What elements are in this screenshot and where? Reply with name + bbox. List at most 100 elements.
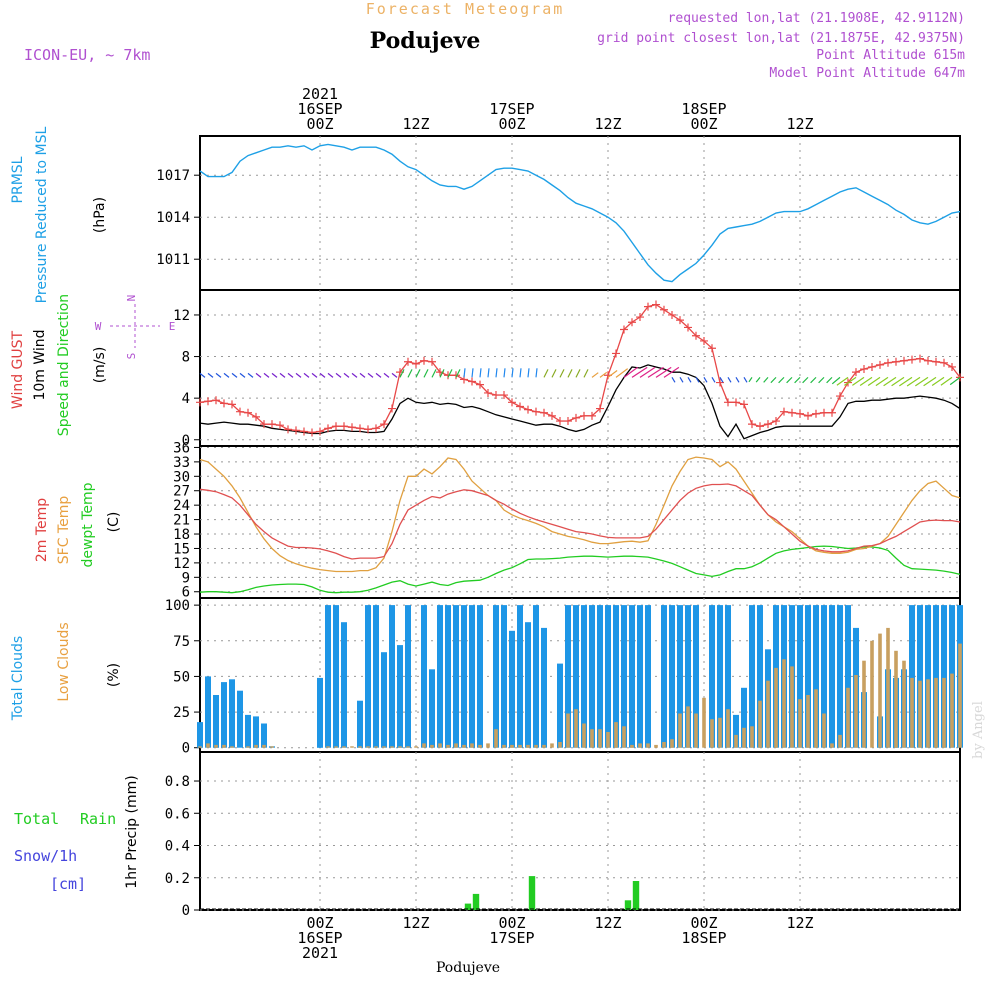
wind-arrow bbox=[810, 376, 817, 384]
wind-arrow bbox=[770, 376, 777, 384]
label-percent: (%) bbox=[106, 663, 122, 687]
wind-arrow bbox=[631, 366, 648, 378]
low-cloud-bar bbox=[454, 743, 458, 748]
watermark: by Angel bbox=[971, 701, 986, 759]
gust-marker bbox=[572, 413, 580, 422]
label-speed-direction: Speed and Direction bbox=[56, 294, 72, 436]
gust-marker bbox=[740, 400, 748, 409]
gust-marker bbox=[876, 360, 884, 369]
compass-s: S bbox=[125, 353, 138, 360]
label-total: Total bbox=[14, 810, 59, 828]
total-cloud-bar bbox=[205, 676, 211, 748]
gust-marker bbox=[780, 407, 788, 416]
low-cloud-bar bbox=[846, 687, 850, 748]
total-cloud-bar bbox=[405, 605, 411, 748]
total-cloud-bar bbox=[389, 605, 395, 748]
low-cloud-bar bbox=[830, 743, 834, 748]
y-tick-label: 33 bbox=[173, 455, 190, 471]
low-cloud-bar bbox=[918, 680, 922, 748]
total-cloud-bar bbox=[821, 605, 827, 748]
wind-arrow bbox=[399, 369, 405, 378]
label-ms: (m/s) bbox=[92, 347, 108, 384]
total-cloud-bar bbox=[661, 605, 667, 748]
y-tick-label: 36 bbox=[173, 440, 190, 456]
gust-marker bbox=[652, 300, 660, 309]
low-cloud-bar bbox=[350, 746, 354, 748]
low-cloud-bar bbox=[782, 659, 786, 748]
y-tick-label: 24 bbox=[173, 498, 190, 514]
wind-arrow bbox=[551, 369, 557, 378]
wind-arrow bbox=[836, 376, 849, 386]
wind-arrow bbox=[940, 376, 953, 386]
label-hpa: (hPa) bbox=[92, 197, 108, 233]
gust-marker bbox=[676, 316, 684, 325]
bottom-time-label: 12Z bbox=[594, 914, 621, 932]
label-total-clouds: Total Clouds bbox=[10, 636, 26, 721]
gust-marker bbox=[836, 392, 844, 401]
total-cloud-bar bbox=[373, 605, 379, 748]
wind-arrow bbox=[567, 369, 573, 378]
bottom-time-label: 18SEP bbox=[681, 929, 726, 947]
wind-arrow bbox=[949, 376, 961, 386]
gust-marker bbox=[796, 409, 804, 418]
gust-marker bbox=[508, 398, 516, 407]
total-cloud-bar bbox=[717, 605, 723, 748]
total-cloud-bar bbox=[597, 605, 603, 748]
wind-arrow bbox=[906, 376, 921, 387]
total-cloud-bar bbox=[805, 605, 811, 748]
wind-arrow bbox=[818, 376, 825, 384]
total-cloud-bar bbox=[501, 605, 507, 748]
total-cloud-bar bbox=[925, 605, 931, 748]
panel-frame bbox=[199, 289, 961, 447]
y-tick-label: 75 bbox=[173, 634, 190, 650]
wind-arrow bbox=[655, 366, 672, 378]
requested-coords: requested lon,lat (21.1908E, 42.9112N) bbox=[668, 11, 965, 26]
low-cloud-bar bbox=[726, 709, 730, 748]
gust-marker bbox=[628, 318, 636, 327]
wind-arrow bbox=[255, 372, 262, 378]
total-cloud-bar bbox=[381, 652, 387, 748]
wind-gust-line bbox=[199, 303, 961, 434]
total-cloud-bar bbox=[693, 605, 699, 748]
low-cloud-bar bbox=[814, 689, 818, 748]
low-cloud-bar bbox=[214, 744, 218, 748]
y-tick-label: 30 bbox=[173, 469, 190, 485]
gust-marker bbox=[668, 310, 676, 319]
wind-arrow bbox=[471, 368, 474, 378]
total-cloud-bar bbox=[397, 645, 403, 748]
top-time-label: 16SEP bbox=[297, 100, 342, 118]
wind-arrow bbox=[575, 369, 581, 378]
total-cloud-bar bbox=[341, 622, 347, 748]
low-cloud-bar bbox=[790, 666, 794, 748]
gust-marker bbox=[748, 420, 756, 429]
total-cloud-bar bbox=[589, 605, 595, 748]
panel-frame bbox=[199, 751, 961, 911]
total-cloud-bar bbox=[245, 714, 251, 748]
bottom-time-label: 00Z bbox=[690, 914, 717, 932]
pressure-line bbox=[199, 143, 961, 283]
low-cloud-bar bbox=[854, 675, 858, 748]
low-cloud-bar bbox=[662, 742, 666, 748]
total-cloud-bar bbox=[469, 605, 475, 748]
total-cloud-bar bbox=[541, 627, 547, 748]
wind-arrow bbox=[343, 372, 350, 378]
total-cloud-bar bbox=[621, 605, 627, 748]
wind-arrow bbox=[279, 372, 286, 378]
wind-arrow bbox=[599, 371, 608, 378]
low-cloud-bar bbox=[622, 726, 626, 748]
low-cloud-bar bbox=[630, 744, 634, 748]
total-cloud-bar bbox=[677, 605, 683, 748]
total-cloud-bar bbox=[629, 605, 635, 748]
label-dewpt-temp: dewpt Temp bbox=[80, 482, 96, 567]
wind-arrow bbox=[867, 376, 881, 387]
total-cloud-bar bbox=[509, 630, 515, 748]
low-cloud-bar bbox=[886, 627, 890, 748]
gust-marker bbox=[476, 380, 484, 389]
top-time-label: 00Z bbox=[498, 115, 525, 133]
wind-arrow bbox=[487, 368, 490, 378]
gust-marker bbox=[492, 391, 500, 400]
y-tick-label: 0 bbox=[182, 903, 190, 919]
low-cloud-bar bbox=[326, 746, 330, 748]
bottom-time-label: 16SEP bbox=[297, 929, 342, 947]
low-cloud-bar bbox=[710, 719, 714, 748]
